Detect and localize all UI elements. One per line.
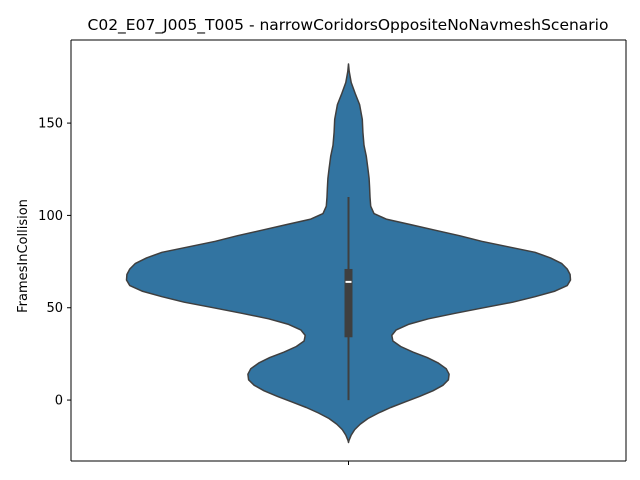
- y-tick-label: 100: [38, 209, 63, 224]
- chart-title: C02_E07_J005_T005 - narrowCoridorsOpposi…: [88, 16, 609, 35]
- y-tick-label: 150: [38, 117, 63, 132]
- iqr-box-0: [344, 268, 353, 338]
- y-tick-label: 0: [55, 394, 63, 409]
- y-axis-label: FramesInCollision: [16, 199, 31, 313]
- y-axis-ticks: 0 50 100 150: [38, 117, 349, 465]
- plot-area: [125, 63, 572, 444]
- y-tick-label: 50: [46, 301, 63, 316]
- axes-frame: [70, 39, 627, 462]
